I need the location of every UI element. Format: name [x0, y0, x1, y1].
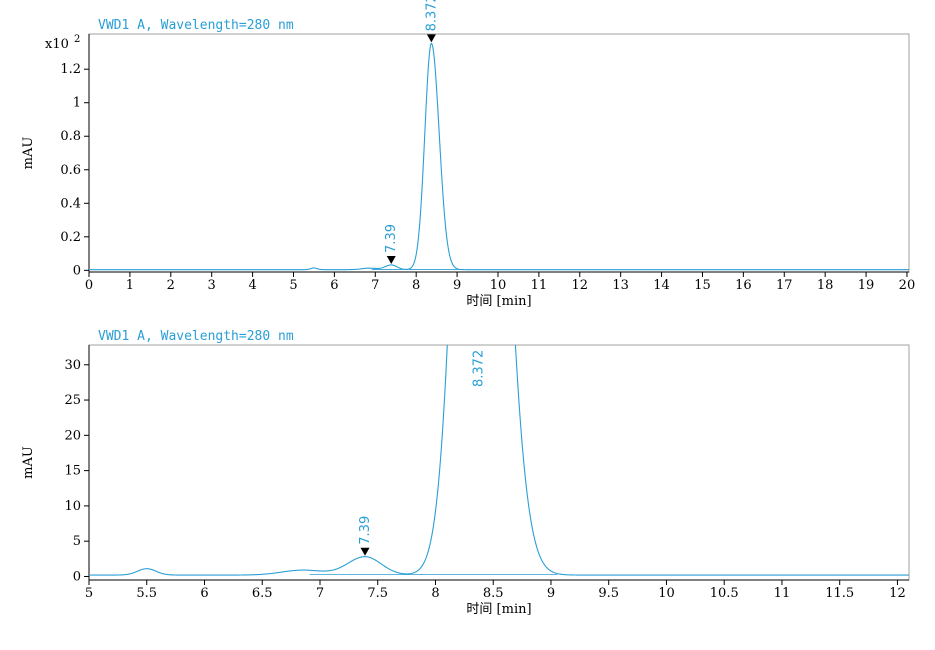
y-multiplier: x10	[45, 37, 69, 52]
y-tick-label: 0	[73, 263, 81, 278]
x-tick-label: 7	[316, 586, 324, 601]
x-tick-label: 10	[490, 278, 507, 293]
x-tick-label: 5	[289, 278, 297, 293]
y-tick-label: 5	[73, 534, 81, 549]
signal-trace	[89, 345, 909, 576]
plot-frame	[88, 33, 910, 273]
y-tick-label: 1	[73, 96, 81, 111]
peak-marker	[426, 34, 436, 43]
chart-panel-1: 0 1 2 3 4 5 6 7 8 9 10 11 12 13 14 15 16 17 18 19 2000.20.40…	[21, 0, 915, 309]
x-tick-label: 6	[330, 278, 338, 293]
x-tick-label: 19	[858, 278, 875, 293]
peak-label: 8.372	[424, 0, 439, 31]
y-tick-label: 0.4	[60, 196, 81, 211]
y-tick-label: 0.2	[60, 230, 81, 245]
x-tick-label: 14	[653, 278, 670, 293]
y-tick-label: 25	[64, 393, 81, 408]
x-tick-label: 5	[85, 586, 93, 601]
signal-trace	[89, 42, 909, 271]
x-tick-label: 6.5	[252, 586, 273, 601]
chart-panel-2: 5 5.5 6 6.5 7 7.5 8 8.5 9 9.5 10 10.5 11 11.5 12051015…	[21, 329, 910, 617]
x-tick-label: 11	[531, 278, 548, 293]
x-tick-label: 8.5	[483, 586, 504, 601]
x-tick-label: 10	[658, 586, 675, 601]
y-tick-label: 0.8	[60, 129, 81, 144]
x-tick-label: 17	[776, 278, 793, 293]
x-tick-label: 7	[371, 278, 379, 293]
x-axis-title: 时间 [min]	[466, 602, 531, 617]
x-tick-label: 1	[126, 278, 134, 293]
signal-title: VWD1 A, Wavelength=280 nm	[98, 329, 294, 344]
x-tick-label: 16	[735, 278, 752, 293]
x-tick-label: 2	[167, 278, 175, 293]
peak-label: 7.39	[358, 516, 373, 545]
x-tick-label: 5.5	[136, 586, 157, 601]
x-tick-label: 10.5	[710, 586, 739, 601]
y-tick-label: 0.6	[60, 163, 81, 178]
x-tick-label: 9	[453, 278, 461, 293]
y-axis-title: mAU	[21, 137, 36, 170]
y-tick-label: 10	[64, 499, 81, 514]
y-tick-label: 15	[64, 464, 81, 479]
x-tick-label: 6	[200, 586, 208, 601]
peak-label: 8.372	[471, 350, 486, 387]
plot-frame	[88, 344, 910, 581]
x-tick-label: 12	[889, 586, 906, 601]
x-tick-label: 20	[899, 278, 916, 293]
x-tick-label: 3	[208, 278, 216, 293]
x-tick-label: 9.5	[598, 586, 619, 601]
y-tick-label: 20	[64, 428, 81, 443]
x-tick-label: 15	[694, 278, 711, 293]
x-tick-label: 8	[431, 586, 439, 601]
y-tick-label: 30	[64, 358, 81, 373]
y-tick-label: 0	[73, 569, 81, 584]
x-tick-label: 12	[571, 278, 588, 293]
x-tick-label: 7.5	[367, 586, 388, 601]
x-tick-label: 13	[612, 278, 629, 293]
x-tick-label: 4	[248, 278, 256, 293]
signal-title: VWD1 A, Wavelength=280 nm	[98, 18, 294, 33]
x-tick-label: 18	[817, 278, 834, 293]
x-tick-label: 8	[412, 278, 420, 293]
x-tick-label: 0	[85, 278, 93, 293]
peak-marker	[360, 547, 370, 556]
y-axis-title: mAU	[21, 446, 36, 479]
y-multiplier-exponent: 2	[74, 34, 80, 45]
x-axis-title: 时间 [min]	[466, 294, 531, 309]
x-tick-label: 11.5	[825, 586, 854, 601]
peak-label: 7.39	[384, 224, 399, 253]
y-tick-label: 1.2	[60, 62, 81, 77]
peak-marker	[386, 255, 396, 264]
x-tick-label: 11	[774, 586, 791, 601]
x-tick-label: 9	[547, 586, 555, 601]
